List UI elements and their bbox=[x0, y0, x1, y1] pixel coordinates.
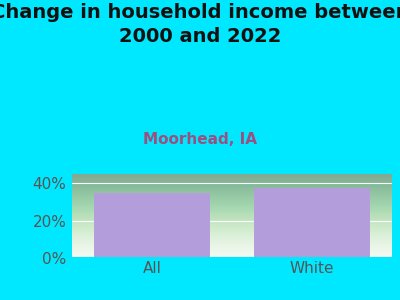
Text: Moorhead, IA: Moorhead, IA bbox=[143, 132, 257, 147]
Bar bbox=[94, 193, 210, 258]
Text: Change in household income between
2000 and 2022: Change in household income between 2000 … bbox=[0, 3, 400, 46]
Bar bbox=[254, 188, 370, 258]
